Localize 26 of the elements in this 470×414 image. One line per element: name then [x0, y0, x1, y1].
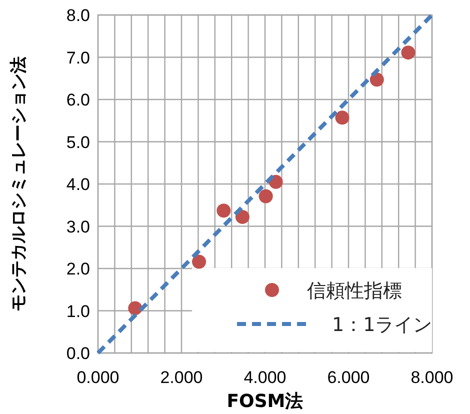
y-tick-label: 7.0 [66, 48, 90, 68]
y-tick-label: 3.0 [66, 217, 90, 236]
x-tick-label: 0.000 [76, 368, 120, 387]
y-tick-label: 4.0 [66, 175, 90, 194]
point [235, 210, 250, 224]
x-tick-label: 8.000 [410, 368, 454, 387]
x-tick-label: 2.000 [160, 368, 203, 387]
y-tick-label: 2.0 [66, 260, 90, 278]
point [335, 110, 350, 125]
y-tick-label: 0.0 [66, 344, 90, 363]
y-tick-label: 1.0 [66, 302, 90, 321]
y-tick-label: 5.0 [66, 132, 90, 152]
x-axis-title: FOSM法 [226, 391, 304, 412]
point [192, 254, 206, 269]
y-axis-title: モンテカルロシミュレーション法 [9, 56, 29, 312]
legend-label: 1：1ライン [332, 314, 432, 336]
x-tick-label: 6.000 [327, 368, 370, 387]
y-tick-label: 8.0 [66, 6, 90, 25]
legend-label: 信頼性指標 [307, 280, 402, 302]
point [128, 301, 142, 316]
y-tick-label: 6.0 [66, 90, 90, 110]
point [401, 46, 416, 60]
point [370, 72, 384, 87]
point [216, 204, 231, 218]
point [258, 189, 273, 204]
x-tick-label: 4.000 [244, 368, 286, 387]
